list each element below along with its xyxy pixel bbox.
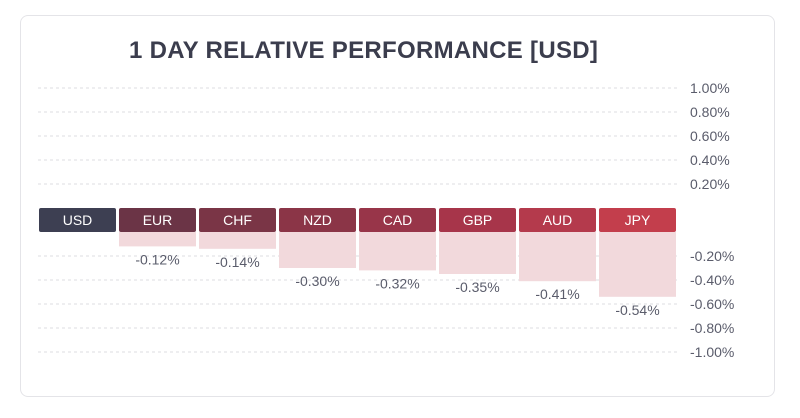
bar-eur [119, 232, 196, 247]
y-tick-label: -0.20% [690, 248, 734, 264]
category-label: CAD [383, 212, 413, 228]
chart-card [20, 15, 775, 397]
y-tick-label: 0.80% [690, 104, 730, 120]
bar-aud [519, 232, 596, 282]
chart-title: 1 DAY RELATIVE PERFORMANCE [USD] [129, 37, 599, 64]
bar-nzd [279, 232, 356, 268]
y-tick-label: 0.40% [690, 152, 730, 168]
data-label: -0.30% [295, 273, 339, 289]
bar-jpy [599, 232, 676, 297]
y-tick-label: -0.60% [690, 296, 734, 312]
category-label: NZD [303, 212, 332, 228]
category-label: GBP [463, 212, 493, 228]
data-label: -0.35% [455, 279, 499, 295]
y-tick-label: -0.40% [690, 272, 734, 288]
category-box-cad [359, 208, 436, 232]
category-label: USD [63, 212, 93, 228]
category-label: JPY [625, 212, 651, 228]
data-label: -0.54% [615, 302, 659, 318]
bar-gbp [439, 232, 516, 274]
y-tick-label: -0.80% [690, 320, 734, 336]
y-tick-label: 1.00% [690, 80, 730, 96]
data-label: -0.32% [375, 275, 419, 291]
y-tick-label: 0.60% [690, 128, 730, 144]
data-label: -0.14% [215, 254, 259, 270]
category-box-chf [199, 208, 276, 232]
category-box-eur [119, 208, 196, 232]
category-label: EUR [143, 212, 173, 228]
category-box-aud [519, 208, 596, 232]
category-label: CHF [223, 212, 252, 228]
y-tick-label: -1.00% [690, 344, 734, 360]
bar-chf [199, 232, 276, 249]
data-label: -0.12% [135, 251, 179, 267]
data-label: -0.41% [535, 286, 579, 302]
y-tick-label: 0.20% [690, 176, 730, 192]
category-box-nzd [279, 208, 356, 232]
category-label: AUD [543, 212, 573, 228]
category-box-usd [39, 208, 116, 232]
category-box-gbp [439, 208, 516, 232]
bar-cad [359, 232, 436, 271]
category-box-jpy [599, 208, 676, 232]
